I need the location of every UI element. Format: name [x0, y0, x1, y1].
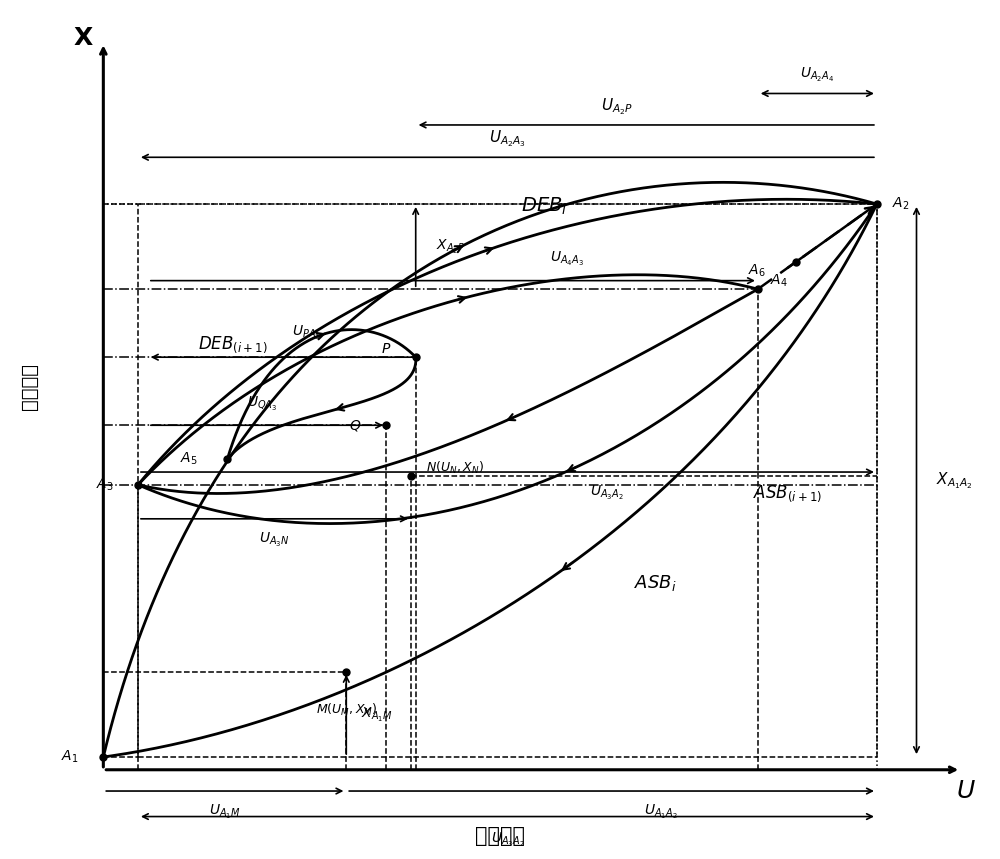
Text: 结位位移: 结位位移	[19, 363, 38, 411]
Text: $A_4$: $A_4$	[770, 272, 788, 289]
Text: $\mathit{X}_{A_1M}$: $\mathit{X}_{A_1M}$	[361, 705, 393, 723]
Text: $\mathit{U}_{A_1A_2}$: $\mathit{U}_{A_1A_2}$	[644, 803, 678, 821]
Text: $P$: $P$	[381, 342, 391, 356]
Text: $\mathit{ASB}_{(i+1)}$: $\mathit{ASB}_{(i+1)}$	[753, 483, 822, 503]
Text: $\mathit{X}_{A_1A_2}$: $\mathit{X}_{A_1A_2}$	[936, 470, 973, 490]
Text: $A_2$: $A_2$	[892, 196, 909, 212]
Text: X: X	[74, 26, 93, 50]
Text: $N(U_N,X_N)$: $N(U_N,X_N)$	[426, 460, 484, 476]
Text: 输入电压: 输入电压	[475, 826, 525, 846]
Text: $\mathit{U}_{A_2A_4}$: $\mathit{U}_{A_2A_4}$	[800, 66, 834, 84]
Text: $\mathit{U}_{A_3A_2}$: $\mathit{U}_{A_3A_2}$	[590, 484, 623, 503]
Text: $\mathit{U}$: $\mathit{U}$	[956, 779, 976, 803]
Text: $A_1$: $A_1$	[61, 749, 79, 765]
Text: $\mathit{U}_{A_4A_3}$: $\mathit{U}_{A_4A_3}$	[550, 250, 584, 268]
Text: $A_3$: $A_3$	[96, 477, 113, 493]
Text: $\mathit{U}_{A_3N}$: $\mathit{U}_{A_3N}$	[259, 531, 290, 549]
Text: $\mathit{U}_{A_2P}$: $\mathit{U}_{A_2P}$	[601, 96, 632, 117]
Text: $\mathit{X}_{A_2P}$: $\mathit{X}_{A_2P}$	[436, 238, 465, 256]
Text: $\mathit{U}_{A_2A_3}$: $\mathit{U}_{A_2A_3}$	[489, 128, 526, 149]
Text: $A_5$: $A_5$	[180, 451, 198, 467]
Text: $A_6$: $A_6$	[748, 262, 766, 278]
Text: $Q$: $Q$	[349, 417, 361, 433]
Text: $\mathit{U}_{PA_3}$: $\mathit{U}_{PA_3}$	[292, 325, 321, 343]
Text: $\mathit{DEB}_{(i+1)}$: $\mathit{DEB}_{(i+1)}$	[198, 334, 267, 355]
Text: $\mathit{DEB}_i$: $\mathit{DEB}_i$	[521, 196, 568, 217]
Text: $\mathit{ASB}_i$: $\mathit{ASB}_i$	[634, 573, 676, 593]
Text: $\mathit{U}_{A_3A_2}$: $\mathit{U}_{A_3A_2}$	[491, 832, 524, 850]
Text: $M(U_M,X_M)$: $M(U_M,X_M)$	[316, 702, 377, 718]
Text: $\mathit{U}_{A_1M}$: $\mathit{U}_{A_1M}$	[209, 803, 241, 821]
Text: $\mathit{U}_{QA_3}$: $\mathit{U}_{QA_3}$	[247, 395, 277, 413]
